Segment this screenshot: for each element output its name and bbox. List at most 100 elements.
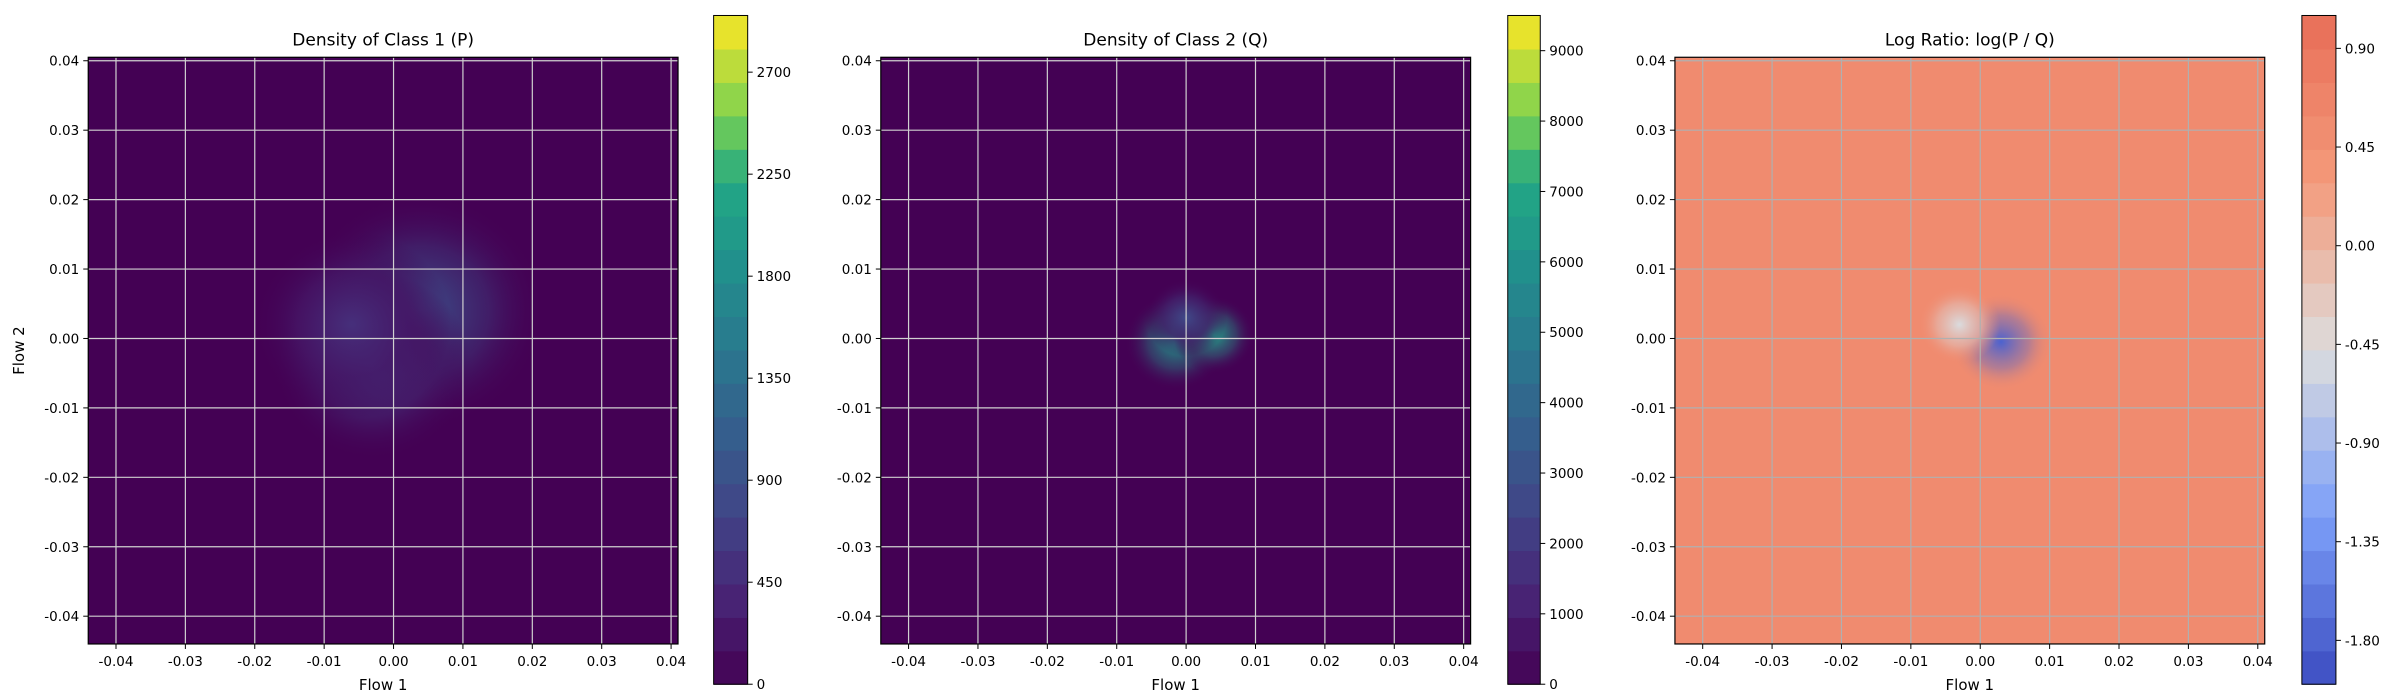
colorbar: 0 1000 2000 3000 4000 5000 6000 7000 8000 9000 (1507, 14, 1584, 693)
colorbar-tick-label: 9000 (1549, 44, 1583, 60)
colorbar-tick-label: 5000 (1549, 325, 1583, 341)
x-tick-label: 0.02 (517, 654, 547, 670)
colorbar-band (2301, 15, 2336, 50)
colorbar-band (1507, 15, 1541, 50)
chart-title: Log Ratio: log(P / Q) (1885, 30, 2055, 50)
colorbar-band (713, 15, 748, 50)
colorbar-tick-label: -0.90 (2345, 436, 2380, 452)
colorbar-band (713, 282, 748, 318)
x-tick-label: -0.01 (307, 654, 342, 670)
chart-panel-2: -0.04 -0.03 -0.02 -0.01 0.00 0.01 0.02 0.03 0.04… (837, 14, 1584, 694)
x-tick-label: 0.01 (2035, 654, 2065, 670)
colorbar-band (713, 82, 748, 117)
x-tick-label: 0.04 (2243, 654, 2273, 670)
colorbar-band (713, 149, 748, 184)
colorbar-band (713, 550, 748, 585)
x-tick-label: -0.03 (960, 654, 995, 670)
colorbar-band (1507, 383, 1541, 418)
y-tick-label: 0.03 (1636, 123, 1666, 139)
x-axis-label: Flow 1 (1946, 676, 1995, 694)
x-tick-label: -0.03 (1755, 654, 1790, 670)
chart-title: Density of Class 1 (P) (292, 30, 474, 50)
y-tick-label: -0.01 (837, 401, 872, 417)
y-tick-label: 0.01 (842, 262, 872, 278)
colorbar-band (2301, 182, 2336, 217)
colorbar-band (2301, 249, 2336, 284)
x-tick-label: -0.01 (1893, 654, 1928, 670)
colorbar-band (2301, 48, 2336, 83)
colorbar-tick-label: -1.35 (2345, 535, 2380, 551)
y-tick-label: 0.03 (49, 123, 79, 139)
colorbar-band (2301, 583, 2336, 618)
y-tick-label: 0.02 (1636, 193, 1666, 209)
x-tick-label: 0.02 (2104, 654, 2134, 670)
colorbar-band (2301, 450, 2336, 485)
colorbar-tick-label: 0 (1549, 677, 1558, 693)
colorbar-frame (2301, 14, 2337, 685)
y-tick-label: -0.02 (44, 470, 79, 486)
x-tick-label: 0.01 (448, 654, 478, 670)
x-tick-label: -0.02 (1030, 654, 1065, 670)
y-tick-label: 0.04 (1636, 54, 1666, 70)
colorbar-band (1507, 617, 1541, 652)
colorbar-band (713, 249, 748, 284)
x-tick-label: 0.04 (656, 654, 686, 670)
colorbar-frame (1507, 14, 1541, 685)
colorbar-tick-label: 0.00 (2345, 239, 2375, 255)
colorbar-band (1507, 316, 1541, 351)
y-tick-label: 0.02 (842, 193, 872, 209)
colorbar-band (1507, 48, 1541, 83)
colorbar-band (2301, 483, 2336, 518)
chart-panel-1: -0.04 -0.03 -0.02 -0.01 0.00 0.01 0.02 0.03 0.04… (10, 14, 791, 694)
x-axis-label: Flow 1 (1151, 676, 1200, 694)
colorbar-band (1507, 450, 1541, 485)
colorbar-tick-label: 900 (757, 473, 783, 489)
colorbar-band (713, 416, 748, 451)
colorbar-tick-label: 3000 (1549, 466, 1583, 482)
colorbar-band (2301, 282, 2336, 318)
colorbar-tick-label: 2000 (1549, 536, 1583, 552)
x-tick-label: 0.03 (2173, 654, 2203, 670)
x-tick-label: -0.04 (891, 654, 926, 670)
colorbar-band (713, 483, 748, 518)
x-tick-label: -0.04 (99, 654, 134, 670)
colorbar-tick-label: 0.45 (2345, 140, 2375, 156)
colorbar: -1.80 -1.35 -0.90 -0.45 0.00 0.45 0.90 (2301, 14, 2380, 685)
colorbar-band (2301, 617, 2336, 652)
colorbar-band (1507, 349, 1541, 384)
colorbar-band (2301, 316, 2336, 351)
colorbar-band (1507, 517, 1541, 552)
colorbar-band (713, 48, 748, 83)
colorbar-tick-label: 0 (757, 677, 766, 693)
colorbar-tick-label: 1350 (757, 371, 791, 387)
y-tick-label: 0.01 (49, 262, 79, 278)
x-tick-label: -0.02 (237, 654, 272, 670)
colorbar-tick-label: 7000 (1549, 184, 1583, 200)
x-tick-label: 0.01 (1240, 654, 1270, 670)
colorbar-tick-label: 2700 (757, 65, 791, 81)
colorbar-band (1507, 182, 1541, 217)
y-tick-label: -0.03 (837, 540, 872, 556)
colorbar-band (1507, 115, 1541, 150)
colorbar-band (713, 216, 748, 251)
colorbar-band (713, 583, 748, 618)
x-tick-label: 0.03 (1379, 654, 1409, 670)
colorbar-band (1507, 282, 1541, 318)
colorbar-frame (713, 14, 749, 685)
colorbar-band (1507, 416, 1541, 451)
colorbar-band (2301, 383, 2336, 418)
grid-lines (88, 57, 679, 644)
y-tick-label: 0.00 (842, 331, 872, 347)
colorbar-band (2301, 517, 2336, 552)
y-tick-label: -0.01 (44, 401, 79, 417)
axes-frame (880, 56, 1472, 645)
chart-title: Density of Class 2 (Q) (1083, 30, 1268, 50)
grid-lines (1674, 57, 2265, 644)
x-tick-label: 0.02 (1310, 654, 1340, 670)
colorbar-band (2301, 82, 2336, 117)
colorbar-tick-label: 2250 (757, 167, 791, 183)
colorbar-band (713, 617, 748, 652)
y-tick-label: 0.04 (842, 54, 872, 70)
y-tick-label: -0.03 (44, 540, 79, 556)
y-tick-label: 0.02 (49, 193, 79, 209)
